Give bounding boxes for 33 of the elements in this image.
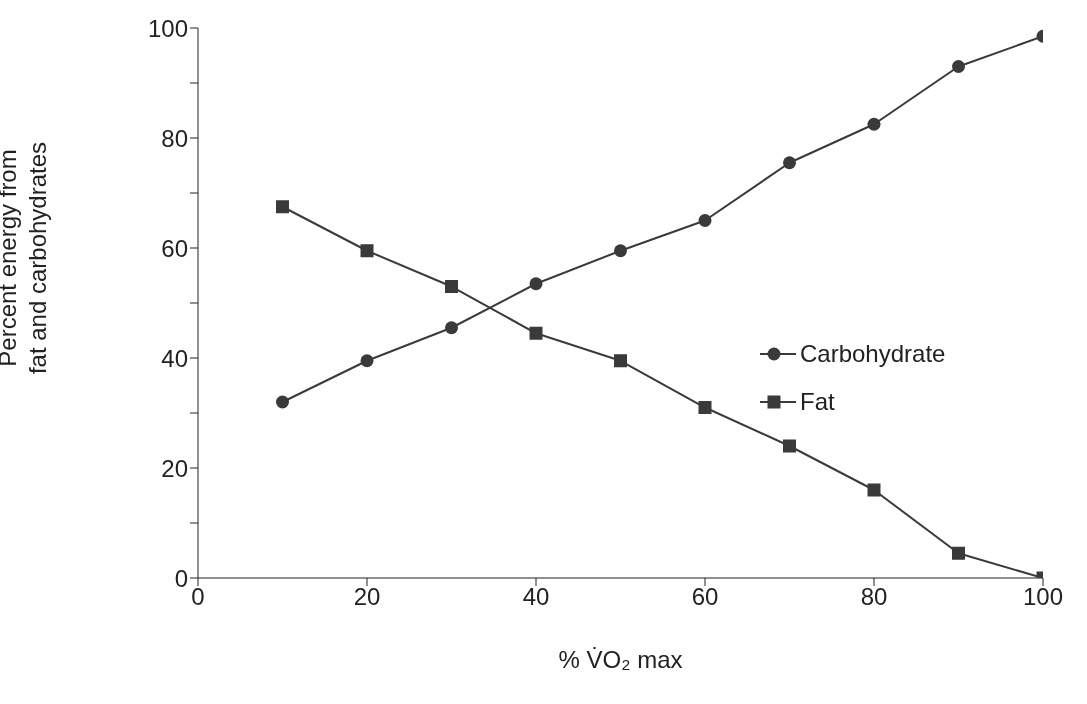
point: [445, 280, 458, 293]
point: [614, 354, 627, 368]
point: [276, 200, 289, 214]
legend-label: Carbohydrate: [800, 340, 946, 368]
point: [698, 401, 712, 414]
y-tick-label: 0: [174, 564, 188, 592]
point: [360, 244, 374, 258]
x-axis-title: % V̇O₂ max: [558, 646, 683, 673]
y-tick-label: 100: [147, 14, 188, 42]
point: [445, 321, 458, 335]
y-tick-label: 60: [161, 234, 188, 262]
point: [698, 214, 712, 227]
legend-label: Fat: [800, 388, 835, 416]
point: [867, 483, 881, 497]
x-tick-label: 60: [691, 583, 719, 611]
point: [783, 439, 796, 453]
point: [276, 395, 289, 409]
y-tick-label: 40: [161, 344, 188, 372]
point: [529, 326, 543, 340]
point: [952, 60, 965, 73]
point: [952, 546, 965, 560]
point: [614, 244, 627, 258]
x-tick-label: 40: [522, 583, 550, 611]
x-tick-label: 80: [860, 583, 888, 611]
point: [867, 117, 881, 131]
point: [783, 156, 796, 170]
x-tick-label: 100: [1022, 583, 1064, 611]
point: [360, 354, 374, 368]
x-tick-label: 0: [191, 583, 205, 611]
point: [529, 277, 543, 291]
x-tick-label: 20: [353, 583, 381, 611]
y-tick-label: 20: [161, 454, 188, 482]
y-tick-label: 80: [161, 124, 188, 152]
